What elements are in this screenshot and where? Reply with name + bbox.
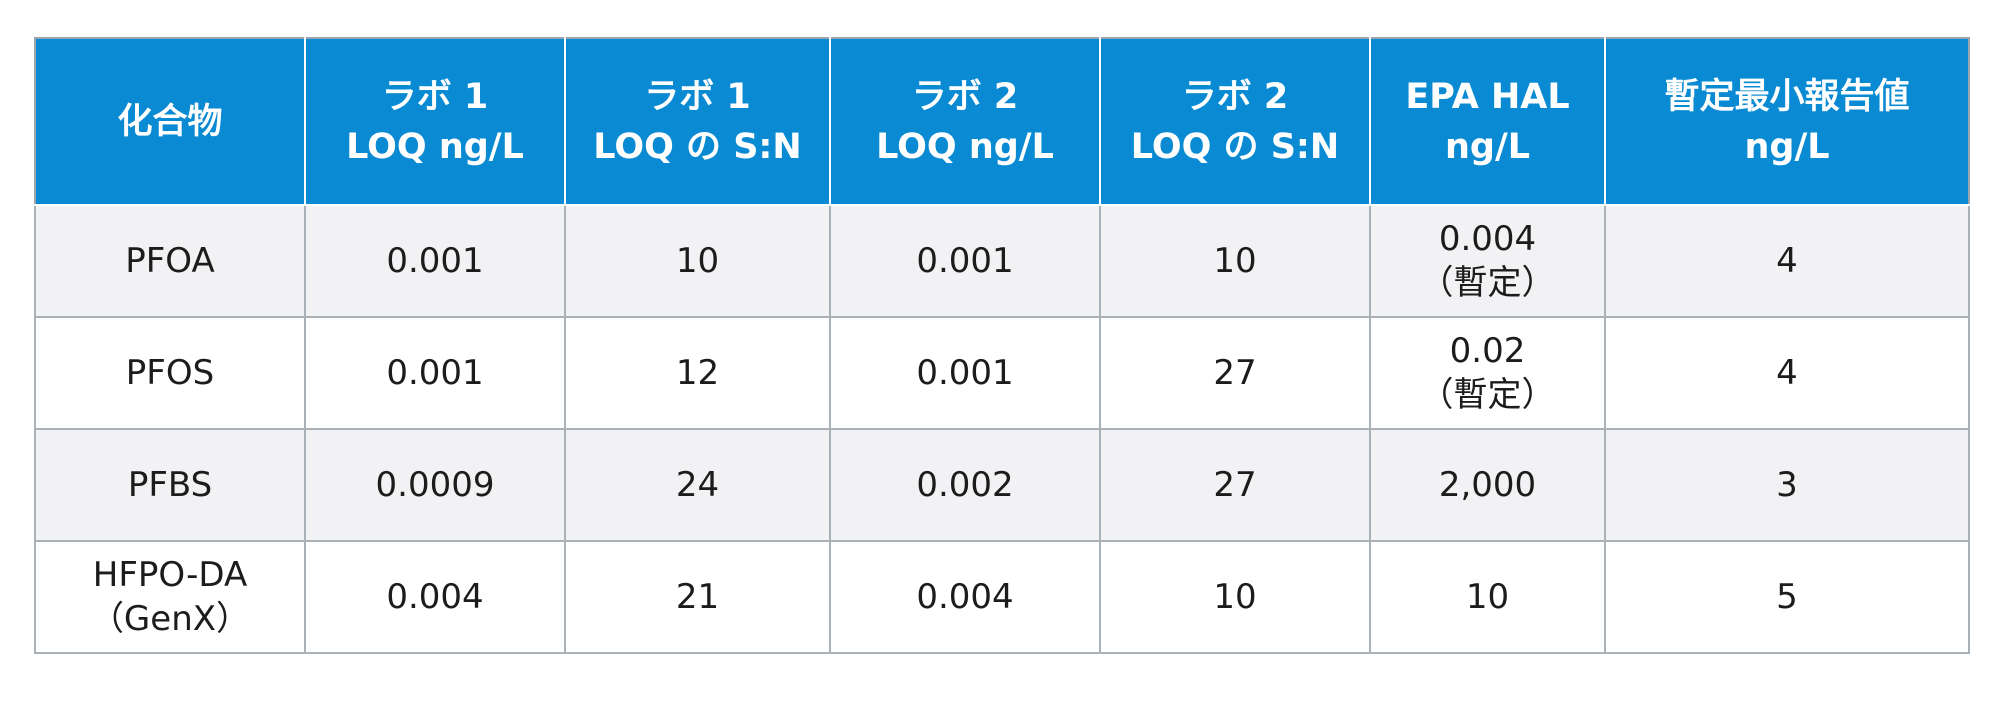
header-lab1-sn: ラボ 1 LOQ の S:N bbox=[564, 37, 831, 206]
table-container: 化合物 ラボ 1 LOQ ng/L ラボ 1 LOQ の S:N ラボ 2 LO… bbox=[34, 37, 1970, 654]
cell-lab2-loq: 0.004 bbox=[829, 540, 1101, 654]
table-row: PFBS 0.0009 24 0.002 27 2,000 3 bbox=[34, 428, 1970, 542]
cell-lab2-sn: 27 bbox=[1099, 428, 1371, 542]
cell-lab2-sn: 27 bbox=[1099, 316, 1371, 430]
cell-epa-hal: 0.02 （暫定） bbox=[1369, 316, 1606, 430]
cell-lab2-loq: 0.001 bbox=[829, 204, 1101, 318]
cell-lab1-loq: 0.0009 bbox=[304, 428, 566, 542]
cell-lab2-loq: 0.001 bbox=[829, 316, 1101, 430]
cell-lab2-sn: 10 bbox=[1099, 540, 1371, 654]
cell-lab1-loq: 0.001 bbox=[304, 316, 566, 430]
header-epa-hal: EPA HAL ng/L bbox=[1369, 37, 1606, 206]
cell-compound: PFOS bbox=[34, 316, 306, 430]
cell-compound: HFPO-DA （GenX） bbox=[34, 540, 306, 654]
header-compound: 化合物 bbox=[34, 37, 306, 206]
header-lab1-loq: ラボ 1 LOQ ng/L bbox=[304, 37, 566, 206]
header-row: 化合物 ラボ 1 LOQ ng/L ラボ 1 LOQ の S:N ラボ 2 LO… bbox=[34, 37, 1970, 206]
header-lab2-sn: ラボ 2 LOQ の S:N bbox=[1099, 37, 1371, 206]
cell-epa-hal: 2,000 bbox=[1369, 428, 1606, 542]
table-row: PFOA 0.001 10 0.001 10 0.004 （暫定） 4 bbox=[34, 204, 1970, 318]
cell-epa-hal: 0.004 （暫定） bbox=[1369, 204, 1606, 318]
cell-lab2-loq: 0.002 bbox=[829, 428, 1101, 542]
cell-lab1-sn: 12 bbox=[564, 316, 831, 430]
cell-compound: PFOA bbox=[34, 204, 306, 318]
cell-min-reporting-level: 4 bbox=[1604, 204, 1970, 318]
cell-lab1-sn: 10 bbox=[564, 204, 831, 318]
cell-lab1-loq: 0.001 bbox=[304, 204, 566, 318]
pfas-loq-table: 化合物 ラボ 1 LOQ ng/L ラボ 1 LOQ の S:N ラボ 2 LO… bbox=[34, 37, 1970, 654]
table-row: PFOS 0.001 12 0.001 27 0.02 （暫定） 4 bbox=[34, 316, 1970, 430]
cell-lab2-sn: 10 bbox=[1099, 204, 1371, 318]
cell-min-reporting-level: 4 bbox=[1604, 316, 1970, 430]
header-min-reporting-level: 暫定最小報告値 ng/L bbox=[1604, 37, 1970, 206]
cell-min-reporting-level: 3 bbox=[1604, 428, 1970, 542]
cell-epa-hal: 10 bbox=[1369, 540, 1606, 654]
header-lab2-loq: ラボ 2 LOQ ng/L bbox=[829, 37, 1101, 206]
table-row: HFPO-DA （GenX） 0.004 21 0.004 10 10 5 bbox=[34, 540, 1970, 654]
cell-lab1-sn: 24 bbox=[564, 428, 831, 542]
cell-compound: PFBS bbox=[34, 428, 306, 542]
cell-lab1-loq: 0.004 bbox=[304, 540, 566, 654]
cell-min-reporting-level: 5 bbox=[1604, 540, 1970, 654]
cell-lab1-sn: 21 bbox=[564, 540, 831, 654]
